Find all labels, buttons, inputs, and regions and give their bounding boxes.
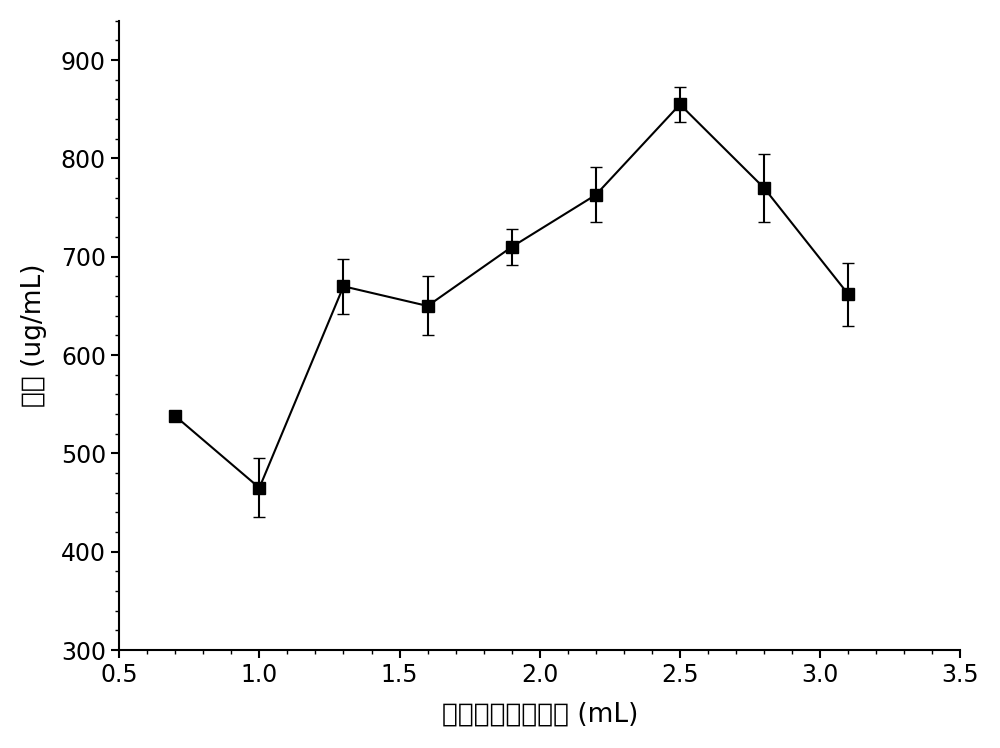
Y-axis label: 效价 (ug/mL): 效价 (ug/mL) [21,264,47,407]
X-axis label: 种子培养基装液量 (mL): 种子培养基装液量 (mL) [442,701,638,727]
